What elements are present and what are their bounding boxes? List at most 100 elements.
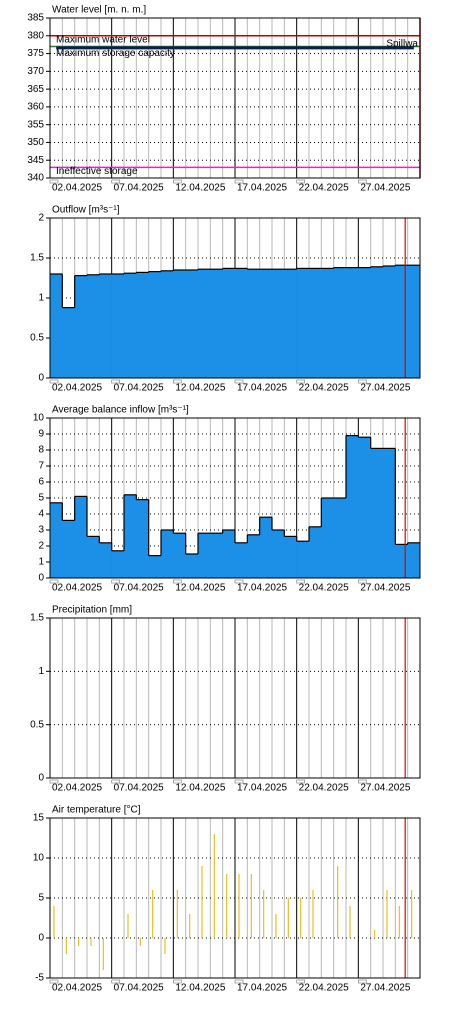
area-step: [148, 555, 162, 578]
x-tick-box: [49, 979, 59, 984]
x-tick-label: 12.04.2025: [175, 183, 225, 194]
x-tick-box: [296, 379, 306, 384]
area-step: [284, 536, 297, 578]
x-tick-box: [111, 379, 121, 384]
x-tick-label: 27.04.2025: [360, 783, 410, 794]
x-tick-box: [357, 379, 367, 384]
area-step: [74, 275, 88, 378]
x-tick-label: 17.04.2025: [237, 983, 287, 994]
x-tick-label: 02.04.2025: [52, 783, 102, 794]
x-tick-box: [357, 579, 367, 584]
area-step: [124, 494, 137, 578]
area-step: [87, 274, 100, 378]
x-tick-label: 17.04.2025: [237, 783, 287, 794]
area-step: [235, 542, 248, 578]
area-step: [124, 273, 137, 378]
x-tick-box: [49, 179, 59, 184]
area-step: [370, 266, 384, 378]
area-step: [370, 448, 384, 578]
area-step: [346, 267, 359, 378]
x-tick-label: 17.04.2025: [237, 183, 287, 194]
x-tick-label: 02.04.2025: [52, 983, 102, 994]
x-tick-label: 27.04.2025: [360, 983, 410, 994]
x-tick-box: [357, 779, 367, 784]
area-step: [395, 544, 408, 578]
area-step: [198, 533, 211, 578]
plot-frame: [49, 617, 421, 779]
y-tick-label: 5: [38, 893, 44, 904]
x-tick-box: [234, 979, 244, 984]
y-tick-label: 8: [38, 445, 44, 456]
x-tick-box: [172, 579, 182, 584]
area-step: [284, 269, 297, 378]
x-tick-box: [49, 579, 59, 584]
y-tick-label: 1: [38, 557, 44, 568]
area-step: [87, 536, 100, 578]
x-tick-label: 22.04.2025: [299, 383, 349, 394]
x-tick-label: 02.04.2025: [52, 583, 102, 594]
x-tick-box: [49, 779, 59, 784]
area-step: [185, 270, 199, 378]
area-step: [259, 269, 273, 378]
area-step: [185, 554, 199, 578]
y-tick-label: 360: [27, 102, 44, 113]
x-tick-label: 17.04.2025: [237, 383, 287, 394]
x-tick-label: 07.04.2025: [114, 583, 164, 594]
y-tick-label: 355: [27, 119, 44, 130]
area-step: [247, 269, 260, 378]
x-tick-label: 17.04.2025: [237, 583, 287, 594]
x-tick-label: 22.04.2025: [299, 183, 349, 194]
y-tick-label: 6: [38, 477, 44, 488]
y-tick-label: 385: [27, 13, 44, 24]
x-tick-box: [111, 779, 121, 784]
x-tick-label: 27.04.2025: [360, 183, 410, 194]
x-tick-label: 12.04.2025: [175, 383, 225, 394]
area-step: [407, 542, 421, 578]
area-step: [173, 270, 186, 378]
area-step: [198, 269, 211, 378]
area-step: [309, 268, 322, 378]
area-step: [210, 533, 223, 578]
y-tick-label: 5: [38, 493, 44, 504]
x-tick-label: 07.04.2025: [114, 983, 164, 994]
y-tick-label: 2: [38, 213, 44, 224]
area-step: [358, 267, 371, 378]
y-tick-label: 1: [38, 666, 44, 677]
area-step: [346, 435, 359, 578]
y-tick-label: 4: [38, 509, 44, 520]
area-step: [272, 269, 285, 378]
x-tick-label: 22.04.2025: [299, 983, 349, 994]
area-step: [407, 265, 421, 378]
x-tick-label: 22.04.2025: [299, 583, 349, 594]
chart-title: Air temperature [°C]: [52, 805, 141, 816]
area-step: [50, 502, 63, 578]
area-step: [383, 266, 396, 378]
area-step: [62, 307, 75, 378]
x-tick-box: [172, 779, 182, 784]
area-step: [333, 498, 347, 578]
area-step: [74, 496, 88, 578]
area-step: [99, 274, 112, 378]
x-tick-box: [296, 179, 306, 184]
y-tick-label: 350: [27, 137, 44, 148]
area-step: [272, 530, 285, 578]
y-tick-label: -5: [35, 973, 44, 984]
x-tick-label: 12.04.2025: [175, 983, 225, 994]
y-tick-label: 1.5: [30, 613, 44, 624]
x-tick-box: [172, 179, 182, 184]
x-tick-label: 12.04.2025: [175, 783, 225, 794]
x-tick-box: [357, 179, 367, 184]
x-tick-label: 27.04.2025: [360, 583, 410, 594]
area-step: [247, 534, 260, 578]
area-step: [210, 269, 223, 378]
x-tick-box: [296, 579, 306, 584]
y-tick-label: 9: [38, 429, 44, 440]
y-tick-label: 2: [38, 541, 44, 552]
y-tick-label: 375: [27, 48, 44, 59]
plot-frame: [49, 817, 421, 979]
y-tick-label: 380: [27, 30, 44, 41]
chart-title: Precipitation [mm]: [52, 605, 132, 616]
x-tick-box: [357, 979, 367, 984]
